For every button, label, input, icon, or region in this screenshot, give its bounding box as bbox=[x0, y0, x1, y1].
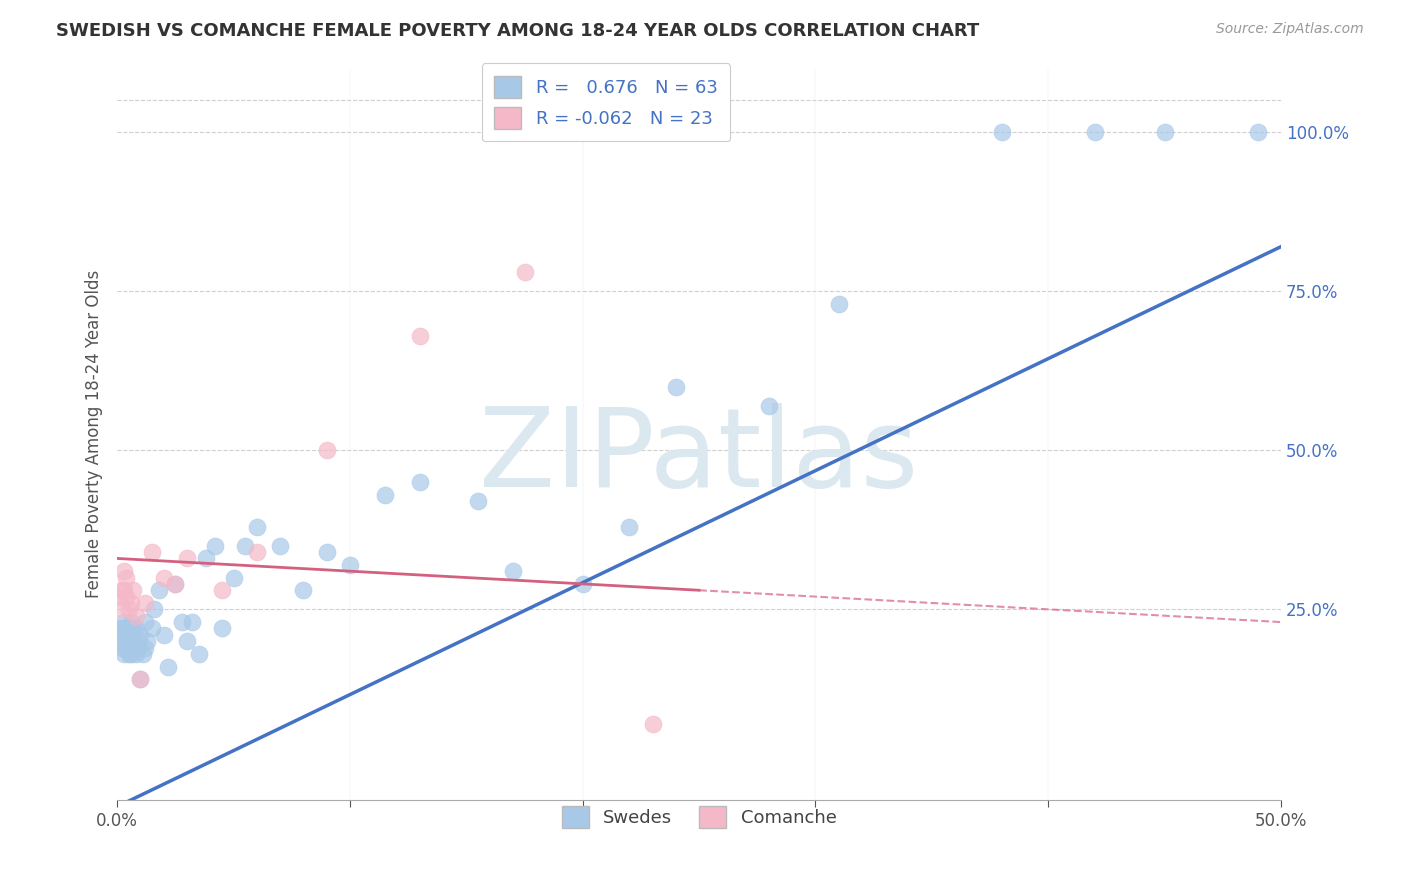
Point bbox=[118, 622, 141, 636]
Point bbox=[112, 583, 135, 598]
Point bbox=[118, 647, 141, 661]
Point bbox=[502, 564, 524, 578]
Point bbox=[165, 577, 187, 591]
Point bbox=[129, 673, 152, 687]
Point bbox=[315, 443, 337, 458]
Point bbox=[758, 399, 780, 413]
Text: Source: ZipAtlas.com: Source: ZipAtlas.com bbox=[1216, 22, 1364, 37]
Point bbox=[115, 622, 138, 636]
Point bbox=[122, 583, 145, 598]
Point bbox=[122, 640, 145, 655]
Point bbox=[111, 602, 134, 616]
Point bbox=[115, 590, 138, 604]
Point bbox=[180, 615, 202, 629]
Point bbox=[127, 640, 149, 655]
Point bbox=[292, 583, 315, 598]
Point bbox=[118, 602, 141, 616]
Point bbox=[165, 577, 187, 591]
Point bbox=[176, 551, 198, 566]
Point bbox=[122, 628, 145, 642]
Point bbox=[374, 488, 396, 502]
Point bbox=[152, 570, 174, 584]
Point bbox=[269, 539, 291, 553]
Point bbox=[141, 545, 163, 559]
Point bbox=[115, 640, 138, 655]
Point bbox=[513, 265, 536, 279]
Point bbox=[315, 545, 337, 559]
Point bbox=[129, 673, 152, 687]
Point bbox=[187, 647, 209, 661]
Point bbox=[222, 570, 245, 584]
Point bbox=[112, 615, 135, 629]
Point bbox=[990, 125, 1012, 139]
Point bbox=[152, 628, 174, 642]
Point bbox=[204, 539, 226, 553]
Point bbox=[176, 634, 198, 648]
Point bbox=[1247, 125, 1270, 139]
Point bbox=[134, 596, 156, 610]
Legend: Swedes, Comanche: Swedes, Comanche bbox=[554, 798, 844, 835]
Point bbox=[571, 577, 593, 591]
Point bbox=[125, 622, 148, 636]
Y-axis label: Female Poverty Among 18-24 Year Olds: Female Poverty Among 18-24 Year Olds bbox=[86, 270, 103, 599]
Point bbox=[108, 590, 131, 604]
Point bbox=[129, 628, 152, 642]
Point bbox=[115, 634, 138, 648]
Point bbox=[125, 647, 148, 661]
Point bbox=[132, 647, 155, 661]
Point bbox=[1084, 125, 1107, 139]
Point bbox=[112, 628, 135, 642]
Point bbox=[665, 379, 688, 393]
Point bbox=[120, 634, 142, 648]
Point bbox=[127, 634, 149, 648]
Point bbox=[120, 615, 142, 629]
Point bbox=[134, 615, 156, 629]
Point bbox=[120, 647, 142, 661]
Point bbox=[246, 519, 269, 533]
Point bbox=[194, 551, 217, 566]
Point bbox=[409, 328, 432, 343]
Point bbox=[120, 596, 142, 610]
Point bbox=[111, 583, 134, 598]
Point bbox=[1153, 125, 1175, 139]
Point bbox=[172, 615, 194, 629]
Text: SWEDISH VS COMANCHE FEMALE POVERTY AMONG 18-24 YEAR OLDS CORRELATION CHART: SWEDISH VS COMANCHE FEMALE POVERTY AMONG… bbox=[56, 22, 980, 40]
Point bbox=[246, 545, 269, 559]
Text: ZIPatlas: ZIPatlas bbox=[479, 403, 918, 510]
Point bbox=[619, 519, 641, 533]
Point bbox=[134, 640, 156, 655]
Point bbox=[641, 717, 664, 731]
Point bbox=[143, 602, 166, 616]
Point bbox=[141, 622, 163, 636]
Point bbox=[339, 558, 361, 572]
Point bbox=[136, 634, 159, 648]
Point bbox=[108, 622, 131, 636]
Point bbox=[112, 622, 135, 636]
Point bbox=[125, 608, 148, 623]
Point bbox=[409, 475, 432, 489]
Point bbox=[118, 628, 141, 642]
Point bbox=[115, 570, 138, 584]
Point bbox=[111, 634, 134, 648]
Point bbox=[467, 494, 489, 508]
Point bbox=[122, 622, 145, 636]
Point bbox=[233, 539, 256, 553]
Point bbox=[111, 640, 134, 655]
Point bbox=[211, 583, 233, 598]
Point bbox=[112, 647, 135, 661]
Point bbox=[828, 297, 851, 311]
Point bbox=[112, 564, 135, 578]
Point bbox=[118, 640, 141, 655]
Point bbox=[148, 583, 170, 598]
Point bbox=[157, 659, 180, 673]
Point bbox=[211, 622, 233, 636]
